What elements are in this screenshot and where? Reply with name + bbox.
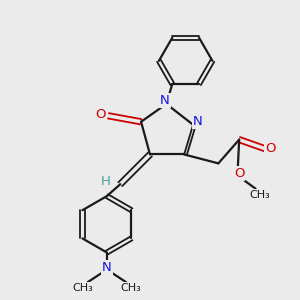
Text: N: N bbox=[193, 115, 202, 128]
Text: N: N bbox=[102, 261, 112, 274]
Text: O: O bbox=[265, 142, 276, 155]
Text: O: O bbox=[234, 167, 244, 180]
Text: CH₃: CH₃ bbox=[73, 283, 94, 293]
Text: N: N bbox=[160, 94, 170, 107]
Text: CH₃: CH₃ bbox=[250, 190, 270, 200]
Text: H: H bbox=[100, 175, 110, 188]
Text: CH₃: CH₃ bbox=[120, 283, 141, 293]
Text: O: O bbox=[96, 108, 106, 121]
